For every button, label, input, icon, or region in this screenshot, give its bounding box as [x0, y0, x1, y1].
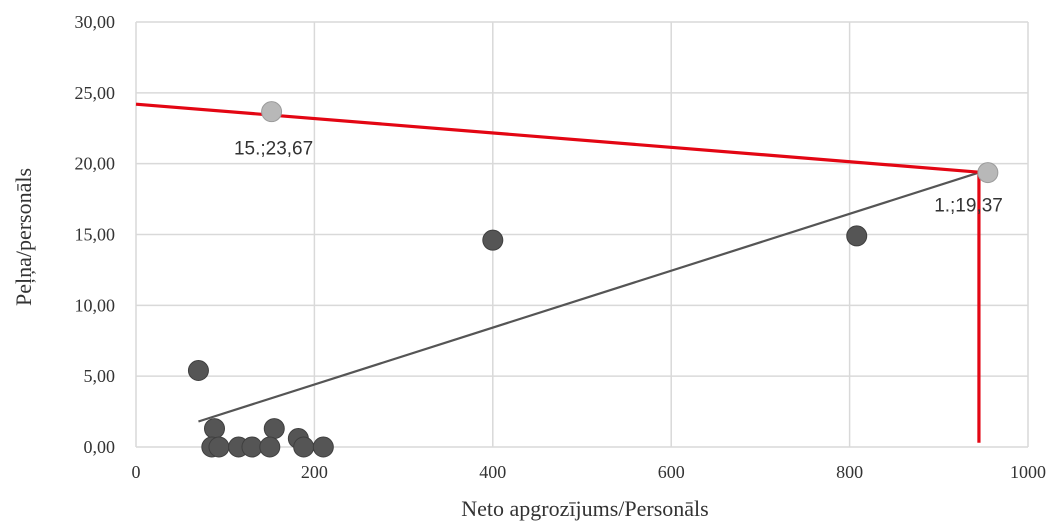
- trendline-group: [198, 171, 980, 423]
- y-tick-label: 15,00: [75, 225, 116, 245]
- y-axis-label: Peļņa/personāls: [11, 168, 36, 306]
- highlighted-point: [977, 162, 999, 184]
- annotations: 15.;23,67 1.;19,37: [234, 139, 1003, 217]
- y-tick-label: 30,00: [75, 12, 116, 32]
- y-tick-label: 0,00: [84, 437, 116, 457]
- data-point: [259, 436, 281, 458]
- data-point: [208, 436, 230, 458]
- x-tick-label: 200: [301, 462, 328, 482]
- data-point: [187, 360, 209, 381]
- point-annotation: 1.;19,37: [934, 196, 1003, 217]
- y-tick-label: 20,00: [75, 154, 116, 174]
- data-point: [312, 436, 334, 458]
- x-axis-label: Neto apgrozījums/Personāls: [461, 496, 708, 521]
- x-tick-label: 1000: [1010, 462, 1046, 482]
- data-point: [203, 418, 225, 440]
- x-tick-label: 800: [836, 462, 863, 482]
- y-tick-label: 10,00: [75, 295, 116, 315]
- highlighted-point: [261, 101, 283, 123]
- highlighted-points: [261, 101, 999, 184]
- y-axis-ticks: 0,00 5,00 10,00 15,00 20,00 25,00 30,00: [75, 12, 116, 457]
- x-axis-ticks: 0 200 400 600 800 1000: [132, 462, 1047, 482]
- point-annotation: 15.;23,67: [234, 139, 313, 160]
- y-tick-label: 25,00: [75, 83, 116, 103]
- grid-lines: [135, 21, 1029, 448]
- trendline: [198, 171, 980, 423]
- x-tick-label: 600: [658, 462, 685, 482]
- x-tick-label: 0: [132, 462, 141, 482]
- data-point: [482, 229, 504, 251]
- data-point: [263, 418, 285, 440]
- data-points: [187, 225, 868, 458]
- x-tick-label: 400: [479, 462, 506, 482]
- data-point: [846, 225, 868, 247]
- data-point: [241, 436, 263, 458]
- data-point: [293, 436, 315, 458]
- y-tick-label: 5,00: [84, 366, 116, 386]
